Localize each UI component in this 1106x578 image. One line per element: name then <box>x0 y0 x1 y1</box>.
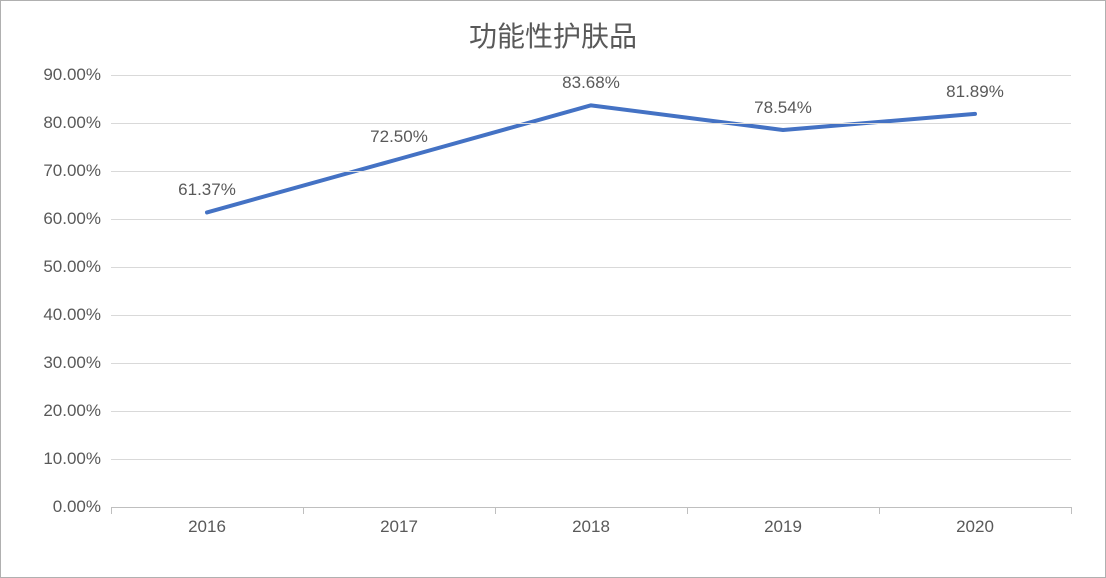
y-tick-label: 40.00% <box>43 305 111 325</box>
gridline <box>111 267 1071 268</box>
x-tick-mark <box>111 507 112 514</box>
gridline <box>111 411 1071 412</box>
y-tick-label: 0.00% <box>53 497 111 517</box>
y-tick-label: 20.00% <box>43 401 111 421</box>
x-tick-label: 2018 <box>572 507 610 537</box>
y-tick-label: 30.00% <box>43 353 111 373</box>
gridline <box>111 363 1071 364</box>
y-tick-label: 90.00% <box>43 65 111 85</box>
y-tick-label: 80.00% <box>43 113 111 133</box>
x-tick-label: 2016 <box>188 507 226 537</box>
data-label: 83.68% <box>562 73 620 99</box>
line-series <box>111 75 1071 507</box>
x-tick-mark <box>495 507 496 514</box>
x-tick-mark <box>1071 507 1072 514</box>
data-label: 72.50% <box>370 127 428 153</box>
data-label: 81.89% <box>946 82 1004 108</box>
x-tick-label: 2020 <box>956 507 994 537</box>
x-tick-mark <box>879 507 880 514</box>
y-tick-label: 60.00% <box>43 209 111 229</box>
chart-title: 功能性护肤品 <box>1 15 1105 55</box>
x-tick-mark <box>303 507 304 514</box>
gridline <box>111 315 1071 316</box>
chart-container: 功能性护肤品 0.00%10.00%20.00%30.00%40.00%50.0… <box>0 0 1106 578</box>
x-tick-label: 2019 <box>764 507 802 537</box>
gridline <box>111 171 1071 172</box>
data-label: 78.54% <box>754 98 812 124</box>
y-tick-label: 10.00% <box>43 449 111 469</box>
y-tick-label: 70.00% <box>43 161 111 181</box>
gridline <box>111 123 1071 124</box>
data-label: 61.37% <box>178 180 236 206</box>
x-tick-label: 2017 <box>380 507 418 537</box>
gridline <box>111 219 1071 220</box>
y-tick-label: 50.00% <box>43 257 111 277</box>
series-line <box>207 105 975 212</box>
x-tick-mark <box>687 507 688 514</box>
plot-area: 0.00%10.00%20.00%30.00%40.00%50.00%60.00… <box>111 75 1071 507</box>
gridline <box>111 459 1071 460</box>
